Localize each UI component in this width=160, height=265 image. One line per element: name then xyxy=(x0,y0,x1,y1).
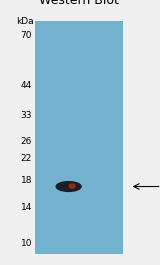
Text: 33: 33 xyxy=(20,111,32,120)
Text: 22: 22 xyxy=(21,154,32,164)
Text: 44: 44 xyxy=(21,81,32,90)
Text: 26: 26 xyxy=(21,137,32,146)
Text: 70: 70 xyxy=(20,31,32,40)
Text: 10: 10 xyxy=(20,239,32,248)
Text: kDa: kDa xyxy=(16,17,34,26)
Ellipse shape xyxy=(68,183,76,189)
Ellipse shape xyxy=(56,181,82,192)
Text: Western Blot: Western Blot xyxy=(39,0,119,7)
Text: 18: 18 xyxy=(20,176,32,185)
Text: 14: 14 xyxy=(21,203,32,212)
